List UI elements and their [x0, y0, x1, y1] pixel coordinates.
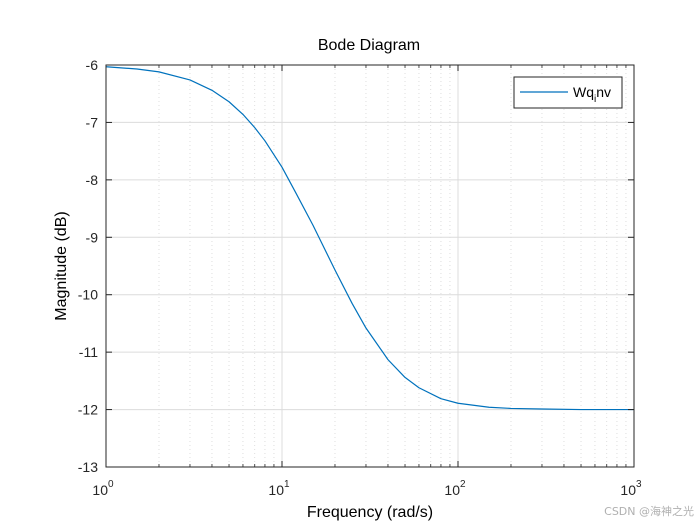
x-tick-label-base: 10 [92, 482, 108, 498]
x-tick-label-exponent: 3 [636, 479, 642, 490]
y-tick-label: -12 [78, 402, 98, 418]
x-tick-label-exponent: 2 [460, 479, 466, 490]
x-tick-label: 101 [268, 479, 290, 498]
y-tick-label: -13 [78, 459, 98, 475]
y-tick-label: -6 [86, 57, 99, 73]
legend-entry-subscript: i [594, 94, 596, 105]
y-tick-label: -10 [78, 287, 98, 303]
y-tick-label: -7 [86, 114, 99, 130]
minor-grid [158, 65, 627, 467]
series-layer [105, 66, 634, 411]
chart-title: Bode Diagram [318, 37, 420, 54]
watermark: CSDN @海神之光 [604, 505, 694, 518]
axis-ticks [105, 64, 635, 468]
y-tick-label: -9 [86, 229, 99, 245]
axes-box [105, 64, 635, 468]
x-tick-labels: 100 101 102 103 [92, 479, 642, 498]
plot-area: -6-7-8-9-10-11-12-13 100 101 102 103 [78, 57, 642, 498]
legend: Wqinv [513, 76, 623, 109]
x-tick-label: 100 [92, 479, 114, 498]
axes-background [106, 65, 634, 467]
x-tick-label: 102 [444, 479, 466, 498]
legend-entry-base: Wq [573, 84, 594, 100]
series-line-wq-inv [105, 66, 634, 411]
y-tick-label: -8 [86, 172, 99, 188]
y-axis-label: Magnitude (dB) [53, 211, 70, 320]
x-tick-label-base: 10 [444, 482, 460, 498]
x-tick-label-base: 10 [620, 482, 636, 498]
x-tick-label-exponent: 0 [108, 479, 114, 490]
x-tick-label-base: 10 [268, 482, 284, 498]
legend-entry-wq-inv: Wqinv [573, 84, 611, 105]
y-tick-labels: -6 -7 -8 -9 -10 -11 -12 -13 [78, 57, 98, 475]
legend-entry-rest: nv [596, 84, 611, 100]
y-tick-label: -11 [79, 344, 98, 360]
x-axis-label: Frequency (rad/s) [307, 504, 433, 521]
x-tick-label: 103 [620, 479, 642, 498]
x-tick-label-exponent: 1 [284, 479, 290, 490]
